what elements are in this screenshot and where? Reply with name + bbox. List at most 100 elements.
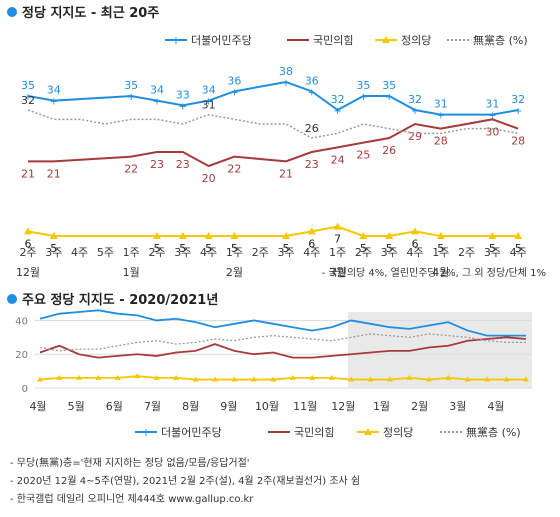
chart1-point-jeongui-7 bbox=[204, 232, 213, 239]
chart1-xtick-12: 1주 bbox=[329, 246, 346, 259]
chart1-footnote: - 국민의당 4%, 열린민주당 2%, 그 외 정당/단체 1% bbox=[322, 267, 546, 279]
chart2-point-jeongui-2 bbox=[75, 374, 82, 380]
chart1-point-jeongui-12 bbox=[333, 222, 342, 230]
chart1-label-jeongui-15: 6 bbox=[412, 237, 419, 250]
chart2-point-jeongui-25 bbox=[523, 376, 529, 382]
chart1-label-none-11: 26 bbox=[305, 122, 319, 135]
chart1-point-minju-14: + bbox=[385, 92, 393, 103]
chart2-point-jeongui-23 bbox=[484, 376, 491, 382]
chart2-point-jeongui-1 bbox=[56, 374, 63, 380]
chart2-point-jeongui-18 bbox=[386, 376, 393, 382]
chart2-legend: + 더불어민주당 국민의힘 정의당 無黨층 (%) bbox=[135, 425, 521, 439]
chart2-xtick-11: 3월 bbox=[449, 400, 466, 413]
chart1-point-minju-1: + bbox=[50, 97, 58, 108]
chart1-month-16: 4월 bbox=[432, 266, 449, 279]
chart2-series-line-2 bbox=[39, 375, 526, 381]
chart1-legend: + 더불어민주당 국민의힘 정의당 無黨층 (%) bbox=[165, 33, 528, 47]
chart2-point-jeongui-6 bbox=[153, 374, 160, 380]
chart1-xtick-8: 1주 bbox=[226, 246, 243, 259]
chart1-label-gukmin-11: 23 bbox=[305, 158, 319, 171]
chart1-xtick-9: 2주 bbox=[252, 246, 269, 259]
chart1-label-jeongui-12: 7 bbox=[334, 233, 341, 246]
chart1-plot: +35+34+35+34+33+34 +36 +38+36+32 +35+35+32+… bbox=[16, 65, 527, 279]
legend2-label-1: 국민의힘 bbox=[294, 426, 334, 439]
legend2-marker-0: + bbox=[141, 426, 150, 439]
chart1-point-minju-12: + bbox=[333, 106, 341, 117]
chart2-plot: 0 20 40 4월 5월 6월 7월 8월 9월 10월 11월 12월 1월 2월 3월 4월 bbox=[15, 309, 532, 413]
chart1-xtick-7: 4주 bbox=[200, 246, 217, 259]
title-bullet-icon-2 bbox=[7, 294, 17, 304]
chart1-xtick-1: 3주 bbox=[45, 246, 62, 259]
chart1-point-minju-18: + bbox=[488, 111, 496, 122]
chart2-point-jeongui-17 bbox=[367, 376, 374, 382]
chart2-xtick-0: 4월 bbox=[29, 400, 46, 413]
chart2-point-jeongui-7 bbox=[173, 374, 180, 380]
chart1-xtick-16: 1주 bbox=[432, 246, 449, 259]
chart1-label-minju-8: 36 bbox=[227, 74, 241, 87]
note-2: - 2020년 12월 4~5주(연말), 2021년 2월 2주(설), 4월… bbox=[10, 474, 360, 487]
chart1-label-minju-14: 35 bbox=[382, 79, 396, 92]
legend2-label-2: 정의당 bbox=[383, 426, 413, 439]
chart2-point-jeongui-3 bbox=[95, 374, 102, 380]
chart2-xtick-7: 11월 bbox=[293, 400, 317, 413]
note-3: - 한국갤럽 데일리 오피니언 제444호 www.gallup.co.kr bbox=[10, 493, 254, 505]
legend1-label-3: 無黨층 (%) bbox=[473, 33, 528, 47]
chart1-label-gukmin-15: 29 bbox=[408, 130, 422, 143]
chart1-series-line-2 bbox=[27, 225, 519, 237]
chart1-point-minju-0: + bbox=[24, 92, 32, 103]
chart1-series-line-0 bbox=[27, 80, 519, 116]
chart1-label-gukmin-16: 28 bbox=[434, 135, 448, 148]
chart1-xtick-18: 3주 bbox=[484, 246, 501, 259]
chart2-ytick-40: 40 bbox=[15, 316, 28, 327]
chart2-xtick-8: 12월 bbox=[331, 400, 355, 413]
chart1-month-8: 2월 bbox=[226, 266, 243, 279]
chart1-label-jeongui-14: 5 bbox=[386, 242, 393, 255]
chart2-point-jeongui-24 bbox=[503, 376, 510, 382]
chart1-point-jeongui-6 bbox=[178, 232, 187, 239]
chart1-label-jeongui-1: 5 bbox=[50, 242, 57, 255]
chart2-xtick-1: 5월 bbox=[68, 400, 85, 413]
chart1-point-jeongui-19 bbox=[514, 232, 523, 239]
chart1-point-jeongui-13 bbox=[359, 232, 368, 239]
chart1-label-gukmin-18: 30 bbox=[485, 125, 499, 138]
chart1-label-minju-0: 35 bbox=[21, 79, 35, 92]
chart1-title: 정당 지지도 - 최근 20주 bbox=[22, 5, 159, 21]
chart1-label-gukmin-10: 21 bbox=[279, 167, 293, 180]
title-bullet-icon bbox=[7, 7, 17, 17]
chart1-point-jeongui-11 bbox=[307, 227, 316, 235]
legend2-marker-2 bbox=[364, 428, 372, 435]
chart2-point-jeongui-0 bbox=[37, 376, 43, 382]
chart1-point-minju-15: + bbox=[411, 106, 419, 117]
chart1-label-minju-18: 31 bbox=[485, 98, 499, 111]
chart1-point-minju-10: + bbox=[282, 78, 290, 89]
chart2-point-jeongui-16 bbox=[348, 376, 355, 382]
chart2-point-jeongui-12 bbox=[270, 376, 277, 382]
chart2-xtick-12: 4월 bbox=[487, 400, 504, 413]
legend1-marker-0: + bbox=[171, 34, 180, 47]
chart1-label-minju-7: 34 bbox=[202, 84, 216, 97]
chart1-point-minju-13: + bbox=[359, 92, 367, 103]
chart1-xtick-2: 4주 bbox=[71, 246, 88, 259]
chart1-label-jeongui-18: 5 bbox=[489, 242, 496, 255]
chart1-point-minju-4: + bbox=[127, 92, 135, 103]
chart2-point-jeongui-9 bbox=[211, 376, 218, 382]
chart1-xtick-17: 2주 bbox=[458, 246, 475, 259]
legend1-label-0: 더불어민주당 bbox=[191, 34, 252, 47]
legend1-marker-2 bbox=[382, 36, 390, 43]
chart1-xtick-6: 3주 bbox=[174, 246, 191, 259]
chart1-label-gukmin-13: 25 bbox=[356, 149, 370, 162]
chart1-xtick-11: 4주 bbox=[303, 246, 320, 259]
chart1-point-jeongui-5 bbox=[153, 232, 161, 239]
legend1-label-2: 정의당 bbox=[401, 34, 431, 47]
chart1-point-jeongui-15 bbox=[411, 227, 419, 235]
chart2-xtick-3: 7월 bbox=[144, 400, 161, 413]
chart2-point-jeongui-11 bbox=[250, 376, 257, 382]
chart2-point-jeongui-8 bbox=[192, 376, 199, 382]
chart1-label-gukmin-7: 20 bbox=[202, 172, 216, 185]
chart2-xtick-6: 10월 bbox=[255, 400, 279, 413]
chart2-ytick-20: 20 bbox=[15, 350, 28, 361]
chart1-label-gukmin-8: 22 bbox=[227, 163, 241, 176]
chart2-xtick-9: 1월 bbox=[373, 400, 390, 413]
chart1-xtick-0: 2주 bbox=[19, 246, 36, 259]
